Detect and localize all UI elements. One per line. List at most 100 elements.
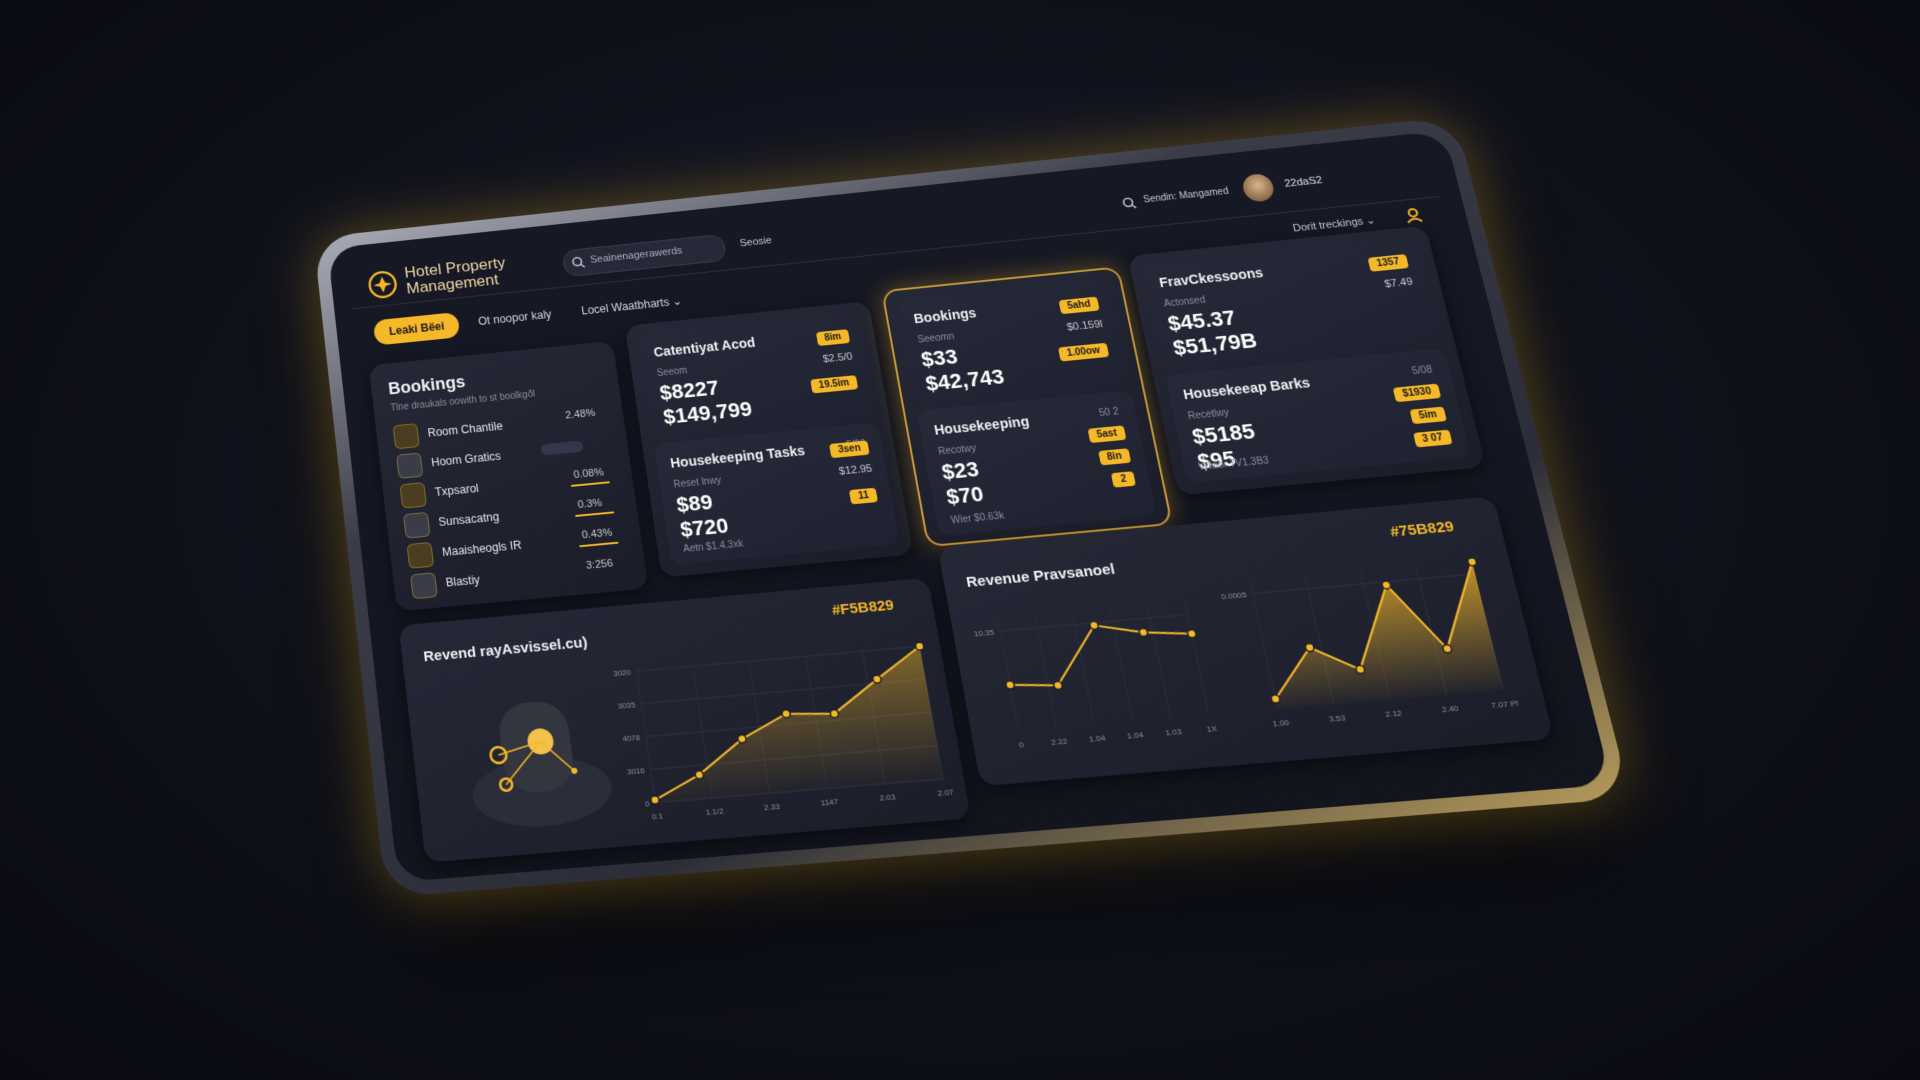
badge: 11 — [849, 488, 878, 505]
card-footer: Wier $0.63k — [950, 511, 1005, 527]
tab-label: Locel Waatbharts — [581, 296, 671, 318]
point — [830, 709, 839, 718]
logo-title: Hotel Property Management — [404, 253, 529, 297]
search-button[interactable]: Seosie — [739, 235, 773, 249]
badge: 1357 — [1367, 254, 1409, 272]
x-label: 2.33 — [763, 801, 780, 812]
grid-line — [998, 619, 1019, 731]
item-icon — [393, 423, 420, 449]
metric-card: Housekeeping 50 2 Recotwy $23 $70 5ast 8in 2 Wie… — [917, 390, 1157, 536]
point — [1089, 621, 1099, 630]
x-label: 1X — [1206, 724, 1218, 735]
x-label: 2.40 — [1441, 703, 1460, 714]
badge: 8im — [816, 329, 850, 346]
badge: 19.5im — [810, 375, 858, 393]
badge: 8in — [1098, 448, 1131, 465]
tab-active[interactable]: Leaki Bëei — [373, 312, 461, 346]
y-label: 4078 — [622, 733, 641, 744]
point — [1381, 581, 1391, 590]
item-stat: 0.08% — [573, 467, 605, 481]
annotation: #75B829 — [1388, 518, 1455, 541]
point — [1138, 628, 1148, 637]
card-note: $7.49 — [1383, 276, 1414, 290]
grid-line — [637, 646, 920, 671]
card-note: $2.5/0 — [822, 351, 854, 365]
grid-line — [1035, 616, 1056, 728]
card-label: Reset lnwy — [673, 475, 722, 490]
chart: 3020 3035 4078 3016 00.1 1.1/2 2.33 1147 2.03 2.0… — [600, 637, 959, 836]
card-label: Seeomn — [917, 332, 955, 346]
point — [737, 735, 746, 744]
item-stat: 0.3% — [577, 497, 603, 511]
point — [781, 709, 790, 718]
point — [915, 642, 924, 651]
badge: $1930 — [1393, 384, 1441, 403]
point — [1467, 557, 1477, 566]
card-label: Recotwy — [937, 443, 977, 457]
item-stat: 0.43% — [581, 527, 613, 541]
illustration — [455, 676, 622, 838]
item-label: Room Chantile — [427, 419, 504, 439]
badge: 3sen — [829, 440, 869, 458]
search-box[interactable]: Seainenagerawerds — [561, 234, 727, 278]
top-search-icon[interactable] — [1121, 196, 1137, 210]
revenue-panel: Revend rayAsvissel.cu) #F5B829 3020 3035 4… — [399, 578, 972, 863]
x-label: 7.07 PM — [1490, 698, 1522, 710]
card-title: Housekeeping Tasks — [669, 443, 806, 471]
card-label: Recetlwy — [1187, 408, 1230, 422]
search-placeholder: Seainenagerawerds — [590, 245, 684, 265]
point — [695, 770, 704, 779]
item-label: Txpsarol — [434, 482, 479, 499]
badge: 3 07 — [1413, 430, 1453, 448]
bookings-panel: Bookings Tlne draukals oowith to st bool… — [369, 341, 649, 612]
tab[interactable]: Ot noopor kaly — [477, 308, 552, 328]
card-value: $70 — [944, 482, 985, 510]
x-label: 2.22 — [1050, 736, 1068, 747]
badge: 5im — [1409, 407, 1447, 425]
point — [1005, 681, 1015, 690]
grid-line — [1185, 603, 1209, 716]
card-value: $33 — [919, 345, 959, 373]
x-label: 0 — [1018, 740, 1024, 750]
item-label: Hoom Gratics — [431, 449, 502, 469]
y-label: 10.35 — [973, 627, 995, 638]
x-label: 2.07 — [937, 787, 955, 798]
badge: 5ast — [1088, 425, 1127, 443]
user-name: 22daS2 — [1283, 175, 1323, 190]
card-note: $12.95 — [838, 463, 873, 477]
x-label: 1.03 — [1164, 727, 1182, 738]
card-title: Housekeeap Barks — [1182, 375, 1312, 402]
item-label: Blastiy — [445, 573, 481, 589]
card-title: Bookings — [913, 305, 978, 326]
card-corner: 50 2 — [1098, 407, 1120, 419]
badge: 1.00ow — [1058, 343, 1110, 362]
revenue-panel: Revenue Pravsanoel #75B829 10.35 0 2.22 1.0… — [938, 496, 1554, 786]
x-label: 2.12 — [1384, 708, 1403, 719]
user-role: Sendin: Mangamed — [1143, 186, 1230, 205]
dashboard: Hotel Property Management Seainenagerawe… — [327, 130, 1611, 882]
panel-title: Revenue Pravsanoel — [965, 561, 1116, 591]
card-title: Catentiyat Acod — [653, 335, 757, 360]
notify-icon[interactable] — [1402, 205, 1424, 223]
card-title: Housekeeping — [933, 413, 1030, 437]
metric-card: Housekeeap Barks 5/08 Recetlwy $5185 $95 $193… — [1165, 348, 1471, 483]
search-icon — [571, 256, 586, 270]
point — [1187, 629, 1197, 638]
point — [1305, 643, 1315, 652]
metric-panel: Catentiyat Acod Seeom $8227 $149,799 8im 19.5… — [625, 301, 914, 577]
y-label: 3020 — [613, 667, 632, 678]
item-stat: 2.48% — [565, 407, 596, 421]
avatar[interactable] — [1240, 173, 1276, 203]
point — [872, 675, 881, 684]
item-icon — [410, 572, 438, 599]
card-title: FravCkessoons — [1158, 265, 1265, 290]
tab[interactable]: Locel Waatbharts ⌄ — [581, 294, 683, 317]
metric-panel-highlight: Bookings Seeomn $33 $42,743 5ahd 1.00ow $0.159… — [881, 266, 1173, 547]
card-value: $5185 — [1190, 419, 1257, 450]
item-label: Maaisheogls IR — [441, 538, 522, 559]
y-label: 0 — [644, 799, 650, 809]
item-icon — [396, 452, 423, 478]
card-value: $720 — [679, 513, 731, 542]
point — [650, 796, 659, 805]
